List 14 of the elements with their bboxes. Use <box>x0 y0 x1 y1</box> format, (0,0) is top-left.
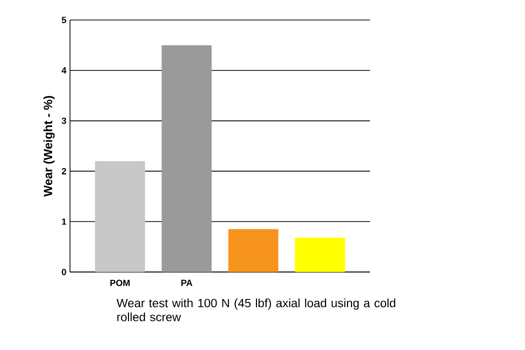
y-tick-label: 2 <box>62 168 66 174</box>
bar <box>162 45 212 272</box>
text: Wear test with 100 N (45 lbf) axial load using a cold rolled screw <box>116 298 396 322</box>
y-tick-label: 1 <box>62 218 66 225</box>
x-tick-label: PA <box>181 280 192 286</box>
y-tick-label: 4 <box>62 67 66 74</box>
bar <box>295 238 346 272</box>
y-tick-label: 3 <box>62 118 66 124</box>
bar <box>95 161 146 272</box>
y-axis-title: Wear (Weight - %) <box>43 96 55 197</box>
y-tick-label: 5 <box>62 16 66 24</box>
x-tick-label: POM <box>110 280 130 286</box>
bar <box>228 229 278 272</box>
y-tick-label: 0 <box>62 268 66 276</box>
